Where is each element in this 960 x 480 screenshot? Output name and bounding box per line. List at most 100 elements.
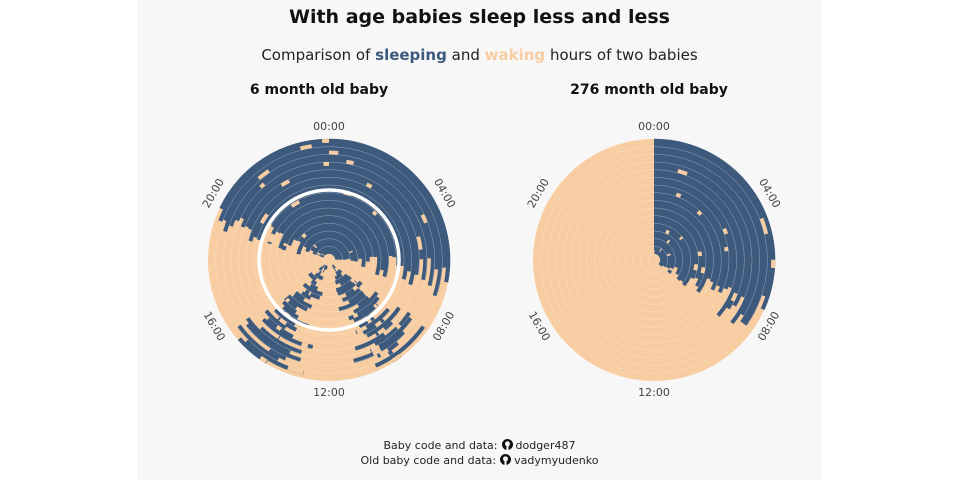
- ring-separator: [624, 230, 684, 290]
- sleep-segment: [358, 316, 376, 329]
- sleep-segment: [329, 230, 359, 262]
- sleep-segment: [218, 142, 329, 222]
- caption-1-handle[interactable]: dodger487: [515, 439, 576, 452]
- sleep-segment: [282, 305, 299, 320]
- sleep-segment: [654, 138, 776, 311]
- sleep-segment: [240, 165, 329, 228]
- sleep-segment: [333, 268, 337, 273]
- ring-separator: [269, 200, 389, 320]
- sleep-segment: [339, 275, 353, 287]
- caption-line-1: Baby code and data: dodger487: [137, 438, 822, 453]
- caption-line-2: Old baby code and data: vadymyudenko: [137, 453, 822, 468]
- tick-label: 00:00: [638, 120, 670, 133]
- wake-interruption: [395, 323, 402, 330]
- wake-interruption: [259, 355, 268, 364]
- ring-separator: [238, 169, 420, 351]
- wake-interruption: [321, 252, 325, 257]
- sleep-segment: [654, 242, 672, 269]
- sleep-segment: [335, 280, 353, 293]
- sleep-segment: [654, 230, 684, 276]
- legend-sleeping: sleeping: [375, 46, 447, 64]
- wake-interruption: [665, 229, 671, 235]
- wake-interruption: [370, 344, 381, 353]
- sleep-segment: [219, 138, 329, 210]
- sleep-segment: [261, 318, 314, 350]
- sleep-segment: [354, 332, 386, 351]
- sleep-segment: [268, 348, 287, 361]
- sleep-segment: [329, 238, 351, 259]
- wake-interruption: [365, 182, 373, 189]
- wake-interruption: [377, 327, 386, 336]
- sleep-segment: [309, 283, 319, 291]
- chart-1-title: 6 month old baby: [249, 82, 389, 98]
- wake-interruption: [371, 210, 378, 217]
- ring-separator: [246, 177, 412, 343]
- ring-separator: [571, 177, 737, 343]
- sleep-segment: [654, 249, 665, 267]
- github-icon: [501, 439, 513, 450]
- ring-separator: [640, 246, 668, 274]
- ring-separator: [555, 161, 753, 359]
- wake-interruption: [730, 292, 738, 302]
- sleep-segment: [292, 294, 313, 309]
- highlight-ring: [257, 188, 401, 332]
- sleep-segment: [300, 291, 312, 301]
- sleep-segment: [281, 211, 329, 251]
- tick-label: 12:00: [313, 386, 345, 399]
- sleep-segment: [654, 169, 745, 310]
- sleep-segment: [248, 177, 329, 242]
- subtitle-prefix: Comparison of: [261, 46, 371, 64]
- wake-interruption: [290, 199, 301, 208]
- sleep-segment: [314, 272, 324, 281]
- sleep-segment: [222, 146, 329, 222]
- sleep-segment: [237, 337, 269, 364]
- sleep-segment: [248, 173, 329, 230]
- sleep-segment: [304, 289, 321, 300]
- figure-panel: With age babies sleep less and less Comp…: [137, 0, 822, 480]
- wake-interruption: [696, 209, 703, 216]
- wake-interruption: [335, 272, 338, 276]
- wake-interruption: [301, 232, 307, 239]
- wake-interruption: [323, 161, 329, 166]
- wake-interruption: [374, 320, 383, 328]
- wake-interruption: [267, 233, 275, 243]
- sleep-segment: [293, 219, 329, 242]
- ring-separator: [548, 154, 760, 366]
- chart-subtitle: Comparison of sleeping and waking hours …: [137, 46, 822, 64]
- sleep-segment: [329, 223, 366, 268]
- wake-interruption: [697, 251, 703, 257]
- sleep-segment: [318, 266, 326, 273]
- chart-title: With age babies sleep less and less: [289, 6, 670, 28]
- sleep-segment: [329, 211, 378, 258]
- subtitle-suffix: hours of two babies: [549, 46, 698, 64]
- sleep-segment: [267, 196, 329, 245]
- sleep-segment: [654, 154, 760, 316]
- sleep-segment: [310, 279, 318, 286]
- wake-interruption: [276, 335, 280, 340]
- ring-separator: [617, 223, 691, 297]
- caption-2-handle[interactable]: vadymyudenko: [514, 454, 599, 467]
- sleep-segment: [654, 165, 749, 307]
- sleep-segment: [357, 295, 370, 308]
- ring-separator: [322, 253, 336, 267]
- wake-interruption: [666, 253, 672, 257]
- ring-separator: [632, 238, 676, 282]
- sleep-segment: [654, 238, 676, 275]
- sleep-segment: [329, 192, 397, 258]
- sleep-segment: [338, 293, 367, 312]
- ring-separator: [261, 192, 397, 328]
- sleep-segment: [273, 308, 296, 327]
- ring-separator: [276, 207, 382, 313]
- sleep-segment: [353, 291, 379, 315]
- tick-label: 00:00: [313, 120, 345, 133]
- ring-separator: [292, 223, 366, 297]
- sleep-segment: [654, 146, 768, 326]
- ring-separator: [223, 154, 435, 366]
- wake-interruption: [668, 267, 674, 272]
- ring-separator: [230, 161, 428, 359]
- sleep-segment: [654, 161, 753, 298]
- wake-interruption: [313, 244, 318, 249]
- caption-2-label: Old baby code and data:: [360, 454, 497, 467]
